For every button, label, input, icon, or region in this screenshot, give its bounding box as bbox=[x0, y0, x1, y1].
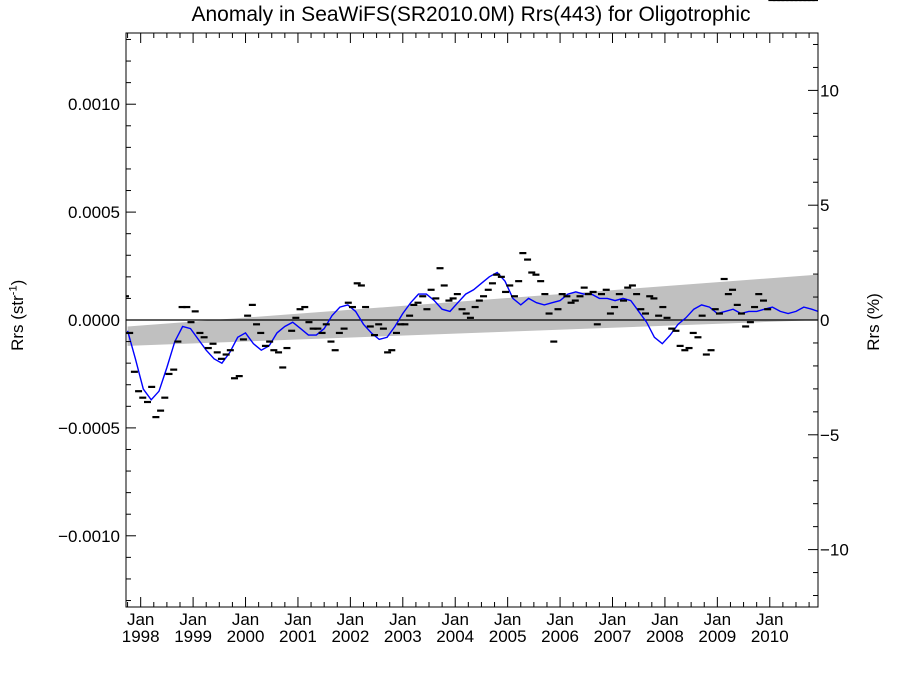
y-right-tick-label: 10 bbox=[820, 81, 839, 100]
chart-title: Anomaly in SeaWiFS(SR2010.0M) Rrs(443) f… bbox=[191, 3, 751, 26]
x-tick-year-label: 1999 bbox=[174, 627, 212, 646]
x-tick-month-label: Jan bbox=[179, 610, 206, 629]
x-tick-year-label: 2007 bbox=[594, 627, 632, 646]
y-right-tick-label: −5 bbox=[820, 426, 839, 445]
x-tick-year-label: 2003 bbox=[384, 627, 422, 646]
x-tick-year-label: 2004 bbox=[436, 627, 474, 646]
x-tick-year-label: 1998 bbox=[122, 627, 160, 646]
x-tick-year-label: 2005 bbox=[489, 627, 527, 646]
y-left-tick-label: 0.0010 bbox=[68, 95, 120, 114]
x-tick-month-label: Jan bbox=[337, 610, 364, 629]
x-tick-month-label: Jan bbox=[232, 610, 259, 629]
x-tick-year-label: 2006 bbox=[541, 627, 579, 646]
y-left-tick-label: 0.0000 bbox=[68, 311, 120, 330]
axis-ticks-layer bbox=[126, 33, 818, 607]
y-left-tick-label: −0.0005 bbox=[58, 419, 120, 438]
y-right-tick-label: 5 bbox=[820, 196, 829, 215]
x-tick-month-label: Jan bbox=[546, 610, 573, 629]
x-tick-month-label: Jan bbox=[651, 610, 678, 629]
x-tick-year-label: 2008 bbox=[646, 627, 684, 646]
smoothed-series-layer bbox=[126, 271, 819, 401]
y-right-tick-label: 0 bbox=[820, 311, 829, 330]
x-tick-month-label: Jan bbox=[442, 610, 469, 629]
x-tick-month-label: Jan bbox=[704, 610, 731, 629]
x-tick-year-label: 2009 bbox=[698, 627, 736, 646]
x-tick-month-label: Jan bbox=[389, 610, 416, 629]
x-tick-month-label: Jan bbox=[494, 610, 521, 629]
x-tick-year-label: 2000 bbox=[227, 627, 265, 646]
y-left-tick-label: 0.0005 bbox=[68, 203, 120, 222]
x-tick-month-label: Jan bbox=[599, 610, 626, 629]
x-tick-year-label: 2002 bbox=[331, 627, 369, 646]
monthly-points-layer bbox=[126, 0, 818, 419]
x-tick-year-label: 2001 bbox=[279, 627, 317, 646]
smoothed-series-line bbox=[126, 271, 819, 401]
y-right-tick-label: −10 bbox=[820, 541, 849, 560]
x-tick-month-label: Jan bbox=[284, 610, 311, 629]
x-tick-month-label: Jan bbox=[127, 610, 154, 629]
x-tick-month-label: Jan bbox=[756, 610, 783, 629]
axis-labels-layer: 0.0010 0.0005 0.0000 −0.0005 −0.0010 10 5 0 −5 −1… bbox=[58, 81, 849, 646]
x-tick-year-label: 2010 bbox=[751, 627, 789, 646]
y-left-tick-label: −0.0010 bbox=[58, 527, 120, 546]
